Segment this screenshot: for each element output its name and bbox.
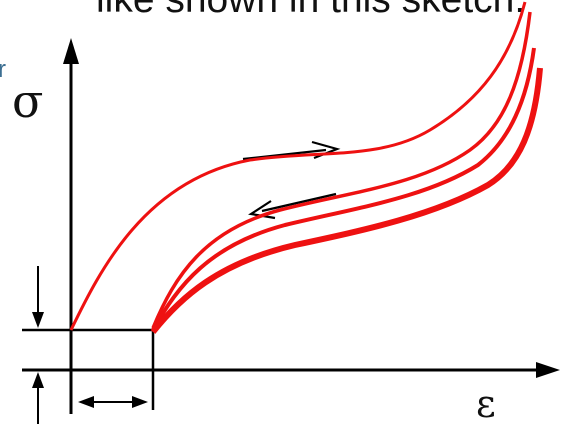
strain-offset-left-head xyxy=(78,396,94,408)
unloading-curve-2 xyxy=(151,47,536,331)
stress-axis-symbol: σ xyxy=(12,74,44,128)
cropped-text-fragment: r xyxy=(0,56,6,83)
stress-arrow-top-head xyxy=(32,312,44,328)
sketch-caption: like shown in this sketch: xyxy=(96,0,525,22)
y-axis-arrowhead xyxy=(63,38,79,64)
first-loading-curve xyxy=(69,1,527,331)
unloading-curve-1 xyxy=(151,11,532,329)
unloading-arrow-shaft xyxy=(261,192,337,213)
stress-arrow-bottom-head xyxy=(32,372,44,388)
loading-arrow-shaft xyxy=(242,148,327,161)
unloading-curve-3 xyxy=(150,67,543,334)
x-axis-arrowhead xyxy=(536,362,560,378)
unloading-arrow-head xyxy=(248,200,276,220)
strain-axis-symbol: ε xyxy=(476,382,496,426)
strain-offset-right-head xyxy=(132,396,148,408)
